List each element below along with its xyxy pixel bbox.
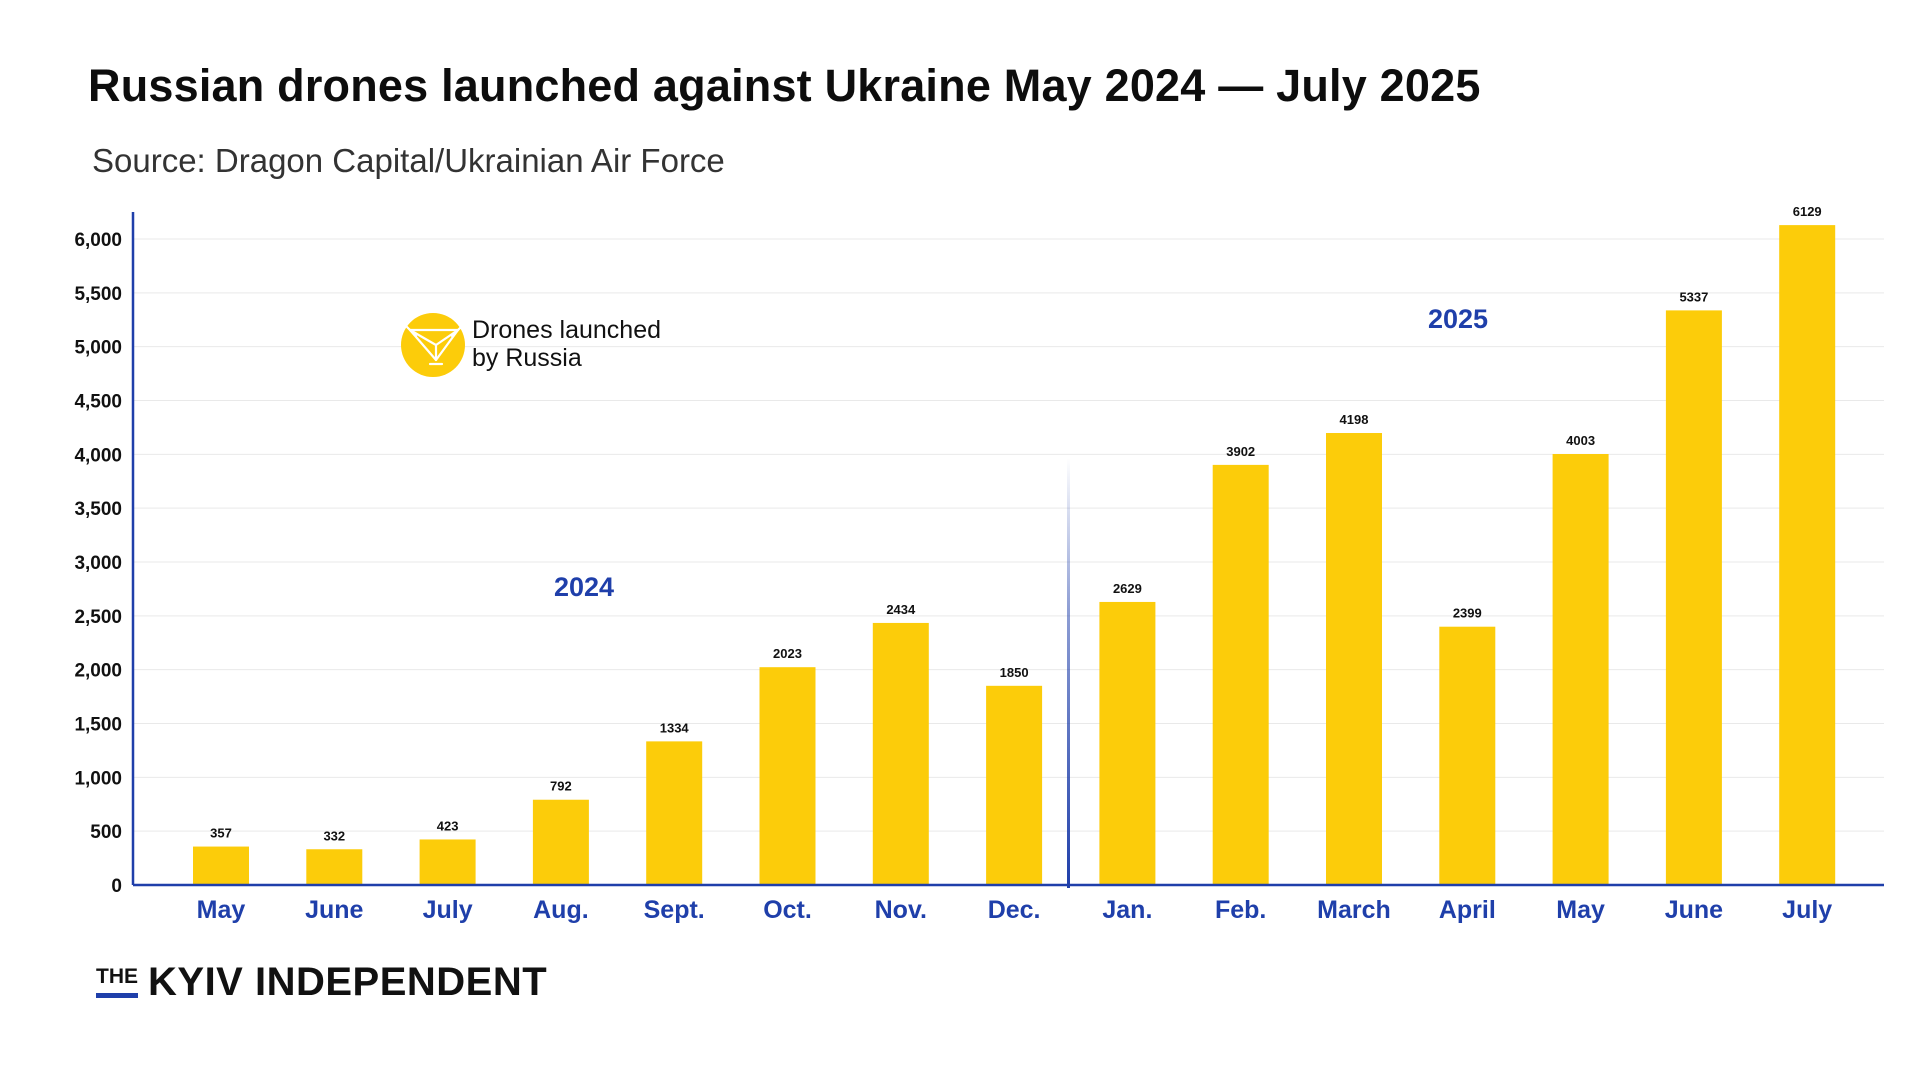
- drone-icon: [402, 322, 466, 366]
- x-category-label: Oct.: [763, 896, 812, 924]
- data-label: 3902: [1226, 444, 1255, 459]
- legend-label-line2: by Russia: [472, 344, 582, 372]
- y-tick-label: 2,000: [74, 661, 122, 682]
- x-axis-categories: May June July Aug. Sept. Oct. Nov. Dec. Jan. Feb.…: [197, 896, 1833, 924]
- x-category-label: Jan.: [1102, 896, 1152, 924]
- x-category-label: June: [305, 896, 363, 924]
- y-tick-label: 3,000: [74, 553, 122, 574]
- x-category-label: April: [1439, 896, 1496, 924]
- data-label: 2023: [773, 646, 802, 661]
- x-category-label: July: [423, 896, 473, 924]
- data-label: 357: [210, 826, 232, 841]
- bar: [986, 685, 1043, 885]
- data-label: 2434: [886, 602, 916, 617]
- x-category-label: March: [1317, 896, 1391, 924]
- group-label-2024: 2024: [554, 572, 614, 602]
- y-tick-label: 6,000: [74, 230, 122, 251]
- data-labels: 357 332 423 792 1334 2023 2434 1850 2629 3902 4198…: [210, 204, 1822, 843]
- publisher-logo: THE KYIV INDEPENDENT: [96, 962, 547, 1002]
- bar: [1665, 310, 1722, 885]
- y-tick-label: 2,500: [74, 607, 122, 628]
- data-label: 6129: [1793, 204, 1822, 219]
- bar-chart: 0 500 1,000 1,500 2,000 2,500 3,000 3,500 4,000 4…: [74, 204, 1884, 924]
- x-category-label: Feb.: [1215, 896, 1266, 924]
- legend-label-line1: Drones launched: [472, 316, 661, 344]
- data-label: 5337: [1679, 289, 1708, 304]
- data-label: 1334: [660, 720, 690, 735]
- data-label: 792: [550, 779, 572, 794]
- bar: [419, 839, 476, 885]
- data-label: 332: [323, 828, 345, 843]
- chart-title: Russian drones launched against Ukraine …: [88, 60, 1481, 111]
- bars: [193, 225, 1836, 886]
- chart-subtitle: Source: Dragon Capital/Ukrainian Air For…: [92, 142, 725, 179]
- bar: [1326, 433, 1382, 885]
- legend-drone-badge: [401, 313, 465, 377]
- x-category-label: Nov.: [875, 896, 927, 924]
- bar: [1212, 464, 1269, 885]
- y-tick-label: 500: [90, 822, 122, 843]
- x-category-label: Sept.: [644, 896, 705, 924]
- x-category-label: June: [1665, 896, 1723, 924]
- y-tick-label: 5,500: [74, 284, 122, 305]
- group-label-2025: 2025: [1428, 304, 1488, 334]
- bar: [1552, 454, 1609, 885]
- data-label: 4003: [1566, 433, 1595, 448]
- logo-the: THE: [96, 966, 138, 998]
- y-tick-label: 1,000: [74, 768, 122, 789]
- bar: [1779, 225, 1836, 886]
- x-category-label: May: [197, 896, 246, 924]
- y-axis-ticks: 0 500 1,000 1,500 2,000 2,500 3,000 3,500 4,000 4…: [74, 230, 122, 897]
- bar: [1439, 626, 1496, 885]
- y-tick-label: 3,500: [74, 499, 122, 520]
- data-label: 1850: [1000, 665, 1029, 680]
- bar: [646, 741, 703, 885]
- bar: [306, 849, 363, 885]
- x-category-label: July: [1782, 896, 1832, 924]
- data-label: 2399: [1453, 606, 1482, 621]
- data-label: 2629: [1113, 581, 1142, 596]
- y-tick-label: 4,000: [74, 445, 122, 466]
- x-category-label: Dec.: [988, 896, 1041, 924]
- bar: [532, 799, 589, 885]
- bar: [872, 622, 929, 885]
- bar: [193, 846, 249, 885]
- year-divider-line: [1067, 458, 1070, 888]
- y-tick-label: 4,500: [74, 392, 122, 413]
- logo-name: KYIV INDEPENDENT: [148, 960, 548, 1004]
- x-category-label: May: [1556, 896, 1605, 924]
- y-tick-label: 1,500: [74, 715, 122, 736]
- legend: Drones launched by Russia: [401, 313, 661, 377]
- x-category-label: Aug.: [533, 896, 589, 924]
- data-label: 423: [437, 818, 459, 833]
- bar: [1099, 601, 1156, 885]
- y-tick-label: 5,000: [74, 338, 122, 359]
- y-tick-label: 0: [111, 876, 122, 897]
- bar: [759, 667, 816, 885]
- data-label: 4198: [1340, 412, 1369, 427]
